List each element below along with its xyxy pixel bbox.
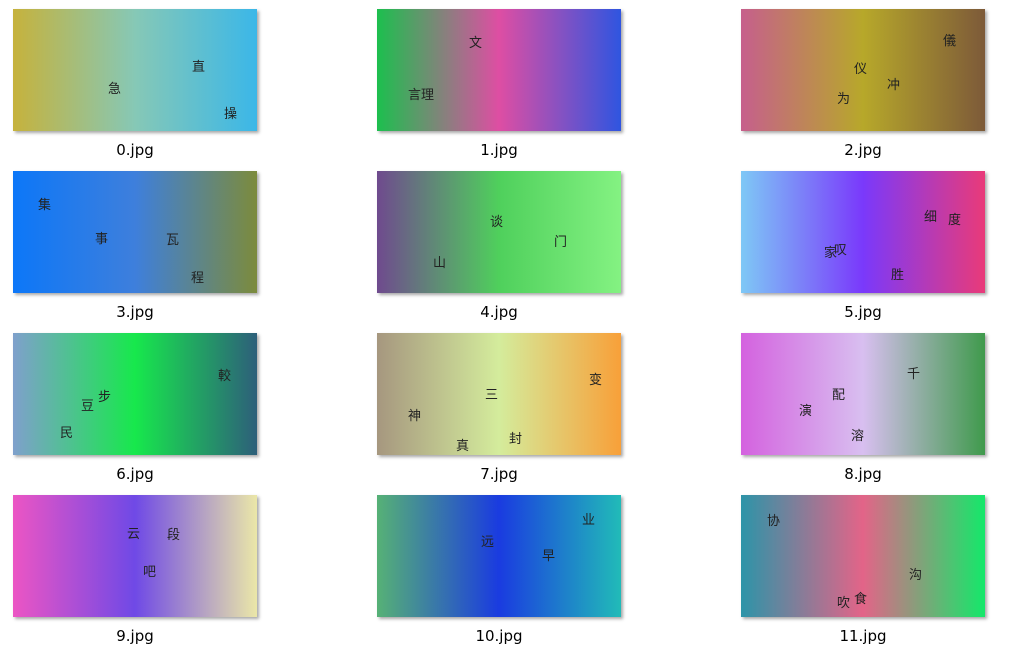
image-thumbnail[interactable]: 谈门山 [377,171,621,293]
thumbnail-character: 真 [456,439,470,454]
thumbnail-character: 云 [127,527,141,542]
image-thumbnail[interactable]: 云 段吧 [13,495,257,617]
thumbnail-character: 冲 [887,78,901,93]
file-name-label[interactable]: 7.jpg [480,465,518,483]
thumbnail-character: 协 [767,514,781,529]
thumbnail-character: 文 [469,36,483,51]
image-thumbnail[interactable]: 变三神真 封 [377,333,621,455]
thumbnail-character: 门 [554,235,568,250]
thumbnail-character: 急 [108,82,122,97]
image-thumbnail[interactable]: 协沟吹食 [741,495,985,617]
thumbnail-character: 封 [509,432,523,447]
thumbnail-character: 食 [854,592,868,607]
file-name-label[interactable]: 1.jpg [480,141,518,159]
thumbnail-character: 细 [924,210,938,225]
thumbnail-character: 配 [832,388,846,403]
file-name-label[interactable]: 3.jpg [116,303,154,321]
thumbnail-character: 为 [837,92,851,107]
image-thumbnail[interactable]: 較步豆民 [13,333,257,455]
thumbnail-character: 度 [948,213,962,228]
file-name-label[interactable]: 8.jpg [844,465,882,483]
thumbnail-character: 变 [589,373,603,388]
image-thumbnail[interactable]: 细度家叹胜 [741,171,985,293]
thumbnail-character: 操 [224,107,238,122]
thumbnail-character: 步 [98,390,112,405]
thumbnail-character: 早 [542,549,556,564]
thumbnail-character: 吧 [143,565,157,580]
thumbnail-character: 谈 [490,215,504,230]
file-name-label[interactable]: 5.jpg [844,303,882,321]
thumbnail-character: 集 [38,198,52,213]
thumbnail-character: 溶 [851,429,865,444]
thumbnail-character: 仪 [854,62,868,77]
file-name-label[interactable]: 6.jpg [116,465,154,483]
image-thumbnail[interactable]: 千配演溶 [741,333,985,455]
thumbnail-character: 段 [167,528,181,543]
thumbnail-character: 沟 [909,568,923,583]
file-name-label[interactable]: 4.jpg [480,303,518,321]
thumbnail-character: 远 [481,535,495,550]
file-name-label[interactable]: 2.jpg [844,141,882,159]
thumbnail-character: 演 [799,404,813,419]
image-thumbnail[interactable]: 业远早 [377,495,621,617]
image-thumbnail[interactable]: 文言理 [377,9,621,131]
image-thumbnail[interactable]: 集事 瓦程 [13,171,257,293]
thumbnail-character: 叹 [834,243,848,258]
thumbnail-character: 儀 [943,34,957,49]
thumbnail-character: 豆 [81,399,95,414]
thumbnail-character: 吹 [837,596,851,611]
thumbnail-character: 千 [907,367,921,382]
thumbnail-character: 言理 [408,88,435,103]
thumbnail-character: 直 [192,60,206,75]
thumbnail-character: 三 [485,388,499,403]
image-thumbnail[interactable]: 儀仪冲为 [741,9,985,131]
thumbnail-character: 瓦 [166,233,180,248]
thumbnail-character: 山 [433,256,447,271]
thumbnail-character: 民 [60,426,74,441]
image-thumbnail[interactable]: 直急操 [13,9,257,131]
thumbnail-character: 程 [191,271,205,286]
thumbnail-character: 家 [824,246,838,261]
file-name-label[interactable]: 0.jpg [116,141,154,159]
thumbnail-character: 事 [95,232,109,247]
thumbnail-character: 业 [582,513,596,528]
thumbnail-character: 胜 [891,268,905,283]
thumbnail-character: 神 [408,409,422,424]
thumbnail-character: 較 [218,369,232,384]
